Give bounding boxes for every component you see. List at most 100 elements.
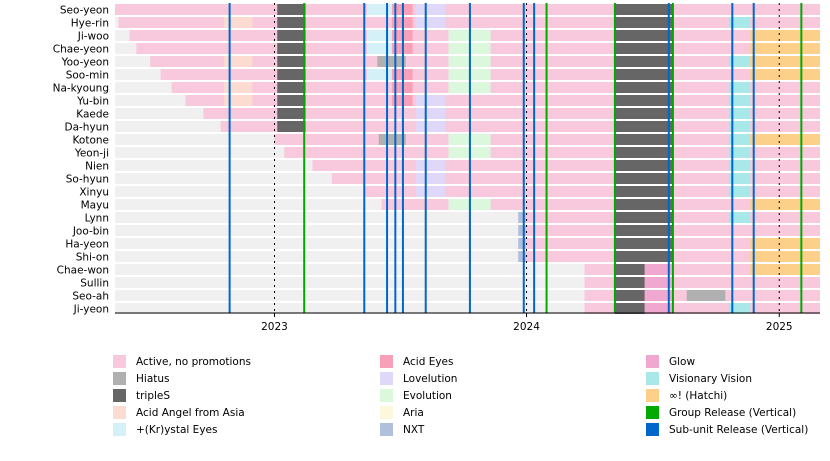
triples-segment	[614, 43, 673, 54]
krystal-segment	[367, 30, 392, 41]
legend-swatch	[113, 372, 126, 385]
active-bar	[584, 277, 820, 288]
member-label: Ji-woo	[77, 31, 109, 43]
legend-item-krystal: +(Kr)ystal Eyes	[113, 421, 251, 438]
member-label: Ji-yeon	[73, 304, 109, 316]
triples-segment	[614, 199, 673, 210]
triples-segment	[614, 69, 673, 80]
hatchi-segment	[750, 134, 820, 145]
legend-swatch	[113, 355, 126, 368]
triples-segment	[614, 264, 673, 275]
triples-segment	[277, 121, 306, 132]
member-label: Kotone	[73, 135, 109, 147]
triples-segment	[614, 290, 673, 301]
visionary-segment	[728, 212, 751, 223]
legend-label: ∞! (Hatchi)	[669, 389, 728, 402]
row-background	[115, 277, 820, 288]
member-label: Shi-on	[76, 252, 109, 264]
legend-label: Glow	[669, 355, 696, 368]
triples-segment	[614, 121, 673, 132]
member-label: Joo-bin	[72, 226, 109, 238]
hatchi-segment	[750, 238, 820, 249]
member-label: Yoo-yeon	[61, 57, 109, 69]
visionary-segment	[728, 134, 751, 145]
active-bar	[284, 147, 821, 158]
x-tick-label: 2023	[261, 321, 288, 333]
active-bar	[185, 95, 820, 106]
legend-label: Hiatus	[136, 372, 170, 385]
legend-label: Group Release (Vertical)	[669, 406, 797, 419]
member-label: Yu-bin	[76, 96, 109, 108]
active-bar	[171, 82, 820, 93]
legend-label: +(Kr)ystal Eyes	[136, 423, 218, 436]
member-label: Yeon-ji	[74, 148, 109, 160]
legend-swatch	[380, 372, 393, 385]
legend-column-2: Acid Eyes Lovelution Evolution Aria NXT	[380, 353, 457, 438]
triples-segment	[277, 69, 306, 80]
visionary-segment	[728, 108, 751, 119]
legend-item-acideyes: Acid Eyes	[380, 353, 457, 370]
triples-segment	[614, 4, 673, 15]
aaa-segment	[224, 17, 253, 28]
visionary-segment	[728, 173, 751, 184]
triples-segment	[614, 277, 673, 288]
visionary-segment	[728, 56, 751, 67]
nxt-segment	[518, 225, 526, 236]
legend-label: Acid Eyes	[403, 355, 454, 368]
triples-segment	[614, 225, 673, 236]
member-label: Seo-yeon	[60, 5, 109, 17]
aaa-segment	[224, 82, 253, 93]
legend-swatch	[646, 389, 659, 402]
active-bar	[584, 303, 820, 314]
legend-swatch	[646, 355, 659, 368]
legend-column-3: Glow Visionary Vision ∞! (Hatchi) Group Rel…	[646, 353, 808, 438]
legend-item-hatchi: ∞! (Hatchi)	[646, 387, 808, 404]
triples-segment	[614, 82, 673, 93]
active-bar	[381, 199, 820, 210]
hatchi-segment	[750, 264, 820, 275]
hiatus-segment	[391, 56, 406, 67]
member-label: Ha-yeon	[65, 239, 109, 251]
legend-item-glow: Glow	[646, 353, 808, 370]
hatchi-segment	[750, 30, 820, 41]
triples-segment	[614, 186, 673, 197]
active-bar	[203, 108, 821, 119]
visionary-segment	[728, 186, 751, 197]
visionary-segment	[728, 121, 751, 132]
timeline-chart: Seo-yeonHye-rinJi-wooChae-yeonYoo-yeonSo…	[53, 3, 821, 333]
triples-segment	[614, 212, 673, 223]
visionary-segment	[728, 147, 751, 158]
row-background	[115, 264, 820, 275]
triples-segment	[277, 56, 306, 67]
legend-label: Active, no promotions	[136, 355, 251, 368]
legend-swatch	[646, 406, 659, 419]
legend-swatch	[380, 389, 393, 402]
active-bar	[312, 160, 820, 171]
nxt-segment	[518, 238, 526, 249]
lovelution-segment	[416, 108, 446, 119]
legend-item-triples: tripleS	[113, 387, 251, 404]
member-label: Da-hyun	[65, 122, 110, 134]
nxt-segment	[518, 251, 526, 262]
hatchi-segment	[750, 69, 820, 80]
triples-segment	[277, 43, 306, 54]
hiatus-segment	[378, 134, 406, 145]
legend-swatch	[113, 389, 126, 402]
glow-segment	[644, 303, 673, 314]
member-label: Soo-min	[66, 70, 109, 82]
legend-item-group_release: Group Release (Vertical)	[646, 404, 808, 421]
active-bar	[220, 121, 820, 132]
legend-item-aria: Aria	[380, 404, 457, 421]
x-tick-label: 2025	[766, 321, 793, 333]
row-background	[115, 303, 820, 314]
member-label: Sullin	[80, 278, 109, 290]
krystal-segment	[367, 69, 392, 80]
legend-swatch	[380, 355, 393, 368]
triples-segment	[614, 134, 673, 145]
aaa-segment	[224, 95, 253, 106]
active-bar	[115, 4, 820, 15]
legend-item-subunit_release: Sub-unit Release (Vertical)	[646, 421, 808, 438]
legend-item-visionary: Visionary Vision	[646, 370, 808, 387]
nxt-segment	[518, 212, 526, 223]
x-tick-label: 2024	[513, 321, 540, 333]
